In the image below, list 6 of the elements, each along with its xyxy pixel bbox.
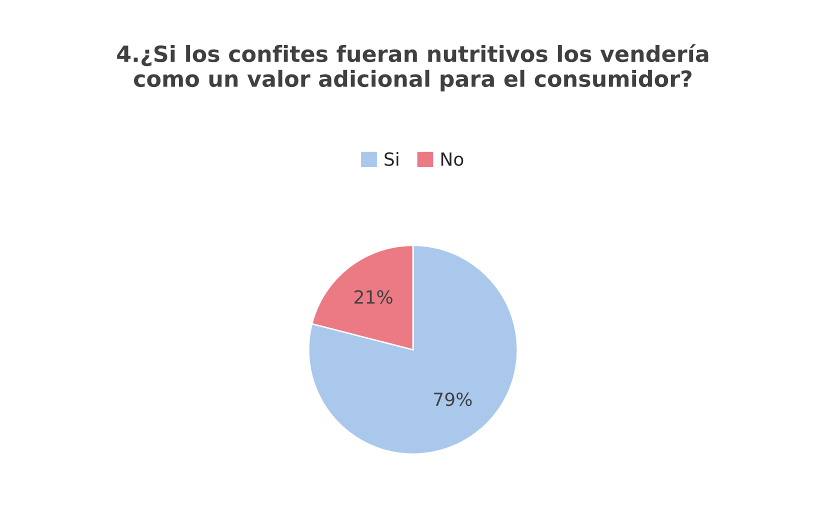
pie-slice <box>308 244 518 455</box>
legend-label: No <box>441 152 464 166</box>
data-label: 21% <box>354 290 392 304</box>
chart-title: 4.¿Si los confites fueran nutritivos los vendería como un valor adicional para el consumidor? <box>117 44 708 92</box>
legend-label: Si <box>384 152 398 166</box>
data-label: 79% <box>434 392 472 406</box>
